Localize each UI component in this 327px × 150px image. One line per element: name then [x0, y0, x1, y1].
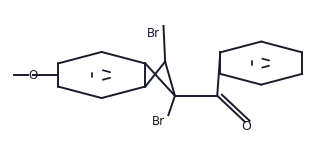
Text: Br: Br [147, 27, 160, 40]
Text: O: O [242, 120, 251, 133]
Text: O: O [28, 69, 38, 81]
Text: Br: Br [152, 115, 165, 128]
